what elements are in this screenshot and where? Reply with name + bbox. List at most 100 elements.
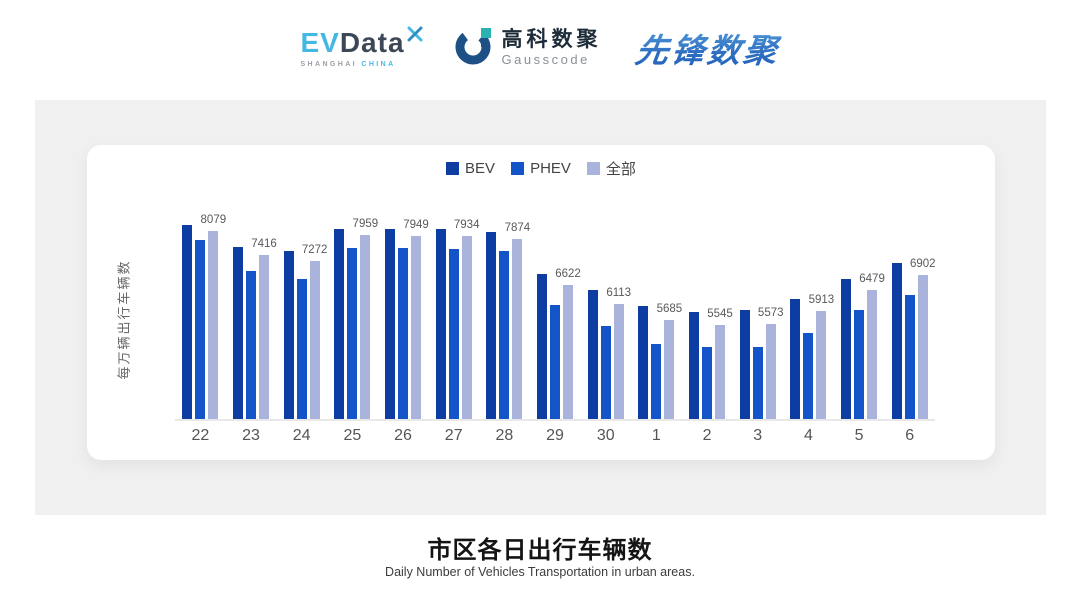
legend-item-all[interactable]: 全部: [586, 158, 636, 179]
bar-phev-28[interactable]: [499, 250, 510, 419]
bar-value-label-2: 5545: [707, 307, 733, 320]
bar-all-5[interactable]: [867, 290, 878, 419]
x-tick-6: 6: [905, 427, 915, 444]
x-tick-25: 25: [343, 427, 362, 444]
bar-bev-26[interactable]: [385, 229, 396, 419]
bar-phev-27[interactable]: [448, 249, 459, 419]
bar-group-2: 5545: [682, 219, 733, 419]
x-tick-1: 1: [651, 427, 661, 444]
bar-all-29[interactable]: [563, 284, 574, 419]
bar-bev-30[interactable]: [587, 290, 598, 419]
bar-all-6[interactable]: [917, 274, 928, 419]
evdata-wordmark: EVData: [300, 26, 423, 58]
x-tick-30: 30: [596, 427, 615, 444]
bar-all-26[interactable]: [411, 235, 422, 419]
bar-all-4[interactable]: [816, 311, 827, 419]
bar-all-25[interactable]: [360, 235, 371, 419]
bar-bev-28[interactable]: [486, 232, 497, 419]
bar-phev-22[interactable]: [195, 240, 206, 419]
legend-item-bev[interactable]: BEV: [446, 158, 495, 179]
bar-phev-23[interactable]: [246, 270, 256, 419]
x-tick-26: 26: [394, 427, 412, 444]
bar-all-1[interactable]: [664, 319, 675, 419]
bar-value-label-5: 6479: [859, 273, 885, 286]
bar-bev-23[interactable]: [233, 246, 243, 419]
bar-bev-2[interactable]: [689, 311, 700, 419]
bar-all-2[interactable]: [715, 324, 726, 419]
gausscode-text: 高科数聚 Gausscode: [502, 28, 602, 67]
x-tick-5: 5: [854, 427, 864, 444]
x-tick-23: 23: [242, 427, 260, 444]
legend-swatch-all: [586, 162, 600, 175]
xianfeng-logo: 先锋数聚: [632, 24, 783, 72]
legend-label-all: 全部: [605, 161, 636, 178]
chart-subtitle: Daily Number of Vehicles Transportation …: [385, 565, 695, 579]
bar-all-30[interactable]: [613, 303, 624, 419]
bar-phev-30[interactable]: [600, 326, 611, 419]
bar-group-30: 6113: [580, 219, 631, 419]
y-axis-title: 每万辆出行车辆数: [116, 259, 132, 380]
legend-item-phev[interactable]: PHEV: [511, 158, 571, 179]
x-tick-24: 24: [292, 427, 311, 444]
legend-label-bev: BEV: [465, 160, 496, 177]
bar-all-22[interactable]: [208, 230, 219, 419]
bar-bev-6[interactable]: [891, 263, 902, 419]
evdata-data-text: Data: [339, 26, 405, 58]
legend-label-phev: PHEV: [530, 160, 571, 177]
chart-panel: BEV PHEV 全部 每万辆出行车辆数 8079 7416 7272 7959 7949 7…: [35, 100, 1046, 515]
bar-value-label-28: 7874: [504, 221, 531, 234]
bar-value-label-4: 5913: [808, 294, 835, 307]
evdata-ev-text: EV: [300, 26, 340, 58]
bar-phev-6[interactable]: [904, 294, 915, 419]
bar-bev-3[interactable]: [739, 310, 750, 419]
bar-group-25: 7959: [327, 218, 378, 419]
bar-bev-22[interactable]: [182, 224, 193, 419]
gausscode-logo: 高科数聚 Gausscode: [455, 27, 602, 70]
bar-phev-2[interactable]: [702, 346, 713, 419]
bar-group-3: 5573: [732, 219, 784, 419]
bar-value-label-22: 8079: [200, 213, 227, 226]
bar-phev-3[interactable]: [752, 346, 763, 419]
bar-all-28[interactable]: [512, 238, 523, 419]
x-tick-28: 28: [495, 427, 514, 444]
bar-value-label-6: 6902: [909, 257, 936, 270]
bar-group-23: 7416: [226, 219, 277, 419]
bar-bev-25[interactable]: [334, 229, 345, 419]
bar-phev-5[interactable]: [854, 310, 865, 419]
bar-phev-25[interactable]: [347, 247, 358, 419]
bar-value-label-29: 6622: [555, 267, 581, 280]
bar-phev-1[interactable]: [651, 343, 662, 419]
bar-group-29: 6622: [530, 219, 581, 419]
bar-phev-29[interactable]: [550, 304, 561, 419]
bar-value-label-3: 5573: [757, 306, 784, 319]
evdata-sub-left: SHANGHAI: [300, 60, 358, 68]
bar-phev-24[interactable]: [296, 279, 307, 419]
bar-all-24[interactable]: [309, 260, 320, 419]
bar-value-label-26: 7949: [403, 218, 429, 231]
bar-all-3[interactable]: [765, 323, 776, 419]
legend: BEV PHEV 全部: [87, 158, 995, 179]
bar-phev-4[interactable]: [803, 332, 814, 419]
bar-value-label-30: 6113: [606, 286, 632, 299]
bar-bev-4[interactable]: [790, 298, 801, 419]
bar-all-27[interactable]: [461, 236, 472, 419]
bar-bev-1[interactable]: [638, 306, 649, 419]
bar-group-27: 7934: [428, 219, 479, 419]
bar-value-label-24: 7272: [301, 243, 328, 256]
bar-phev-26[interactable]: [398, 248, 409, 419]
plot-area: 8079 7416 7272 7959 7949 7934 7874 6622 6113 5685…: [175, 214, 936, 421]
gausscode-cn-text: 高科数聚: [501, 28, 602, 52]
bar-group-28: 7874: [479, 219, 530, 419]
bar-bev-27[interactable]: [435, 229, 446, 419]
bar-all-23[interactable]: [259, 255, 269, 419]
legend-swatch-bev: [446, 162, 460, 175]
bar-bev-29[interactable]: [537, 273, 548, 419]
chart-title: 市区各日出行车辆数: [427, 537, 653, 564]
bar-group-5: 6479: [834, 219, 885, 419]
bar-bev-24[interactable]: [283, 250, 294, 419]
x-tick-22: 22: [191, 427, 210, 444]
header-logos: EVData SHANGHAI CHINA 高科数聚 Gausscode 先锋数…: [0, 0, 1080, 96]
bar-group-22: 8079: [175, 214, 226, 419]
bar-bev-5[interactable]: [841, 279, 852, 419]
x-tick-2: 2: [702, 427, 712, 444]
